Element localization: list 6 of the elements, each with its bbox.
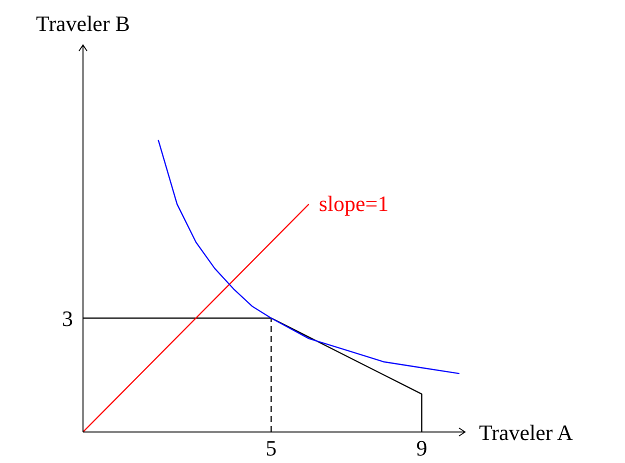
series-label: slope=1 (318, 191, 389, 216)
x-tick-label: 5 (266, 436, 277, 461)
x-axis-title: Traveler A (479, 420, 574, 445)
y-axis-title: Traveler B (36, 11, 130, 36)
annotation: 3 (62, 306, 73, 332)
x-tick-label: 9 (416, 436, 428, 461)
